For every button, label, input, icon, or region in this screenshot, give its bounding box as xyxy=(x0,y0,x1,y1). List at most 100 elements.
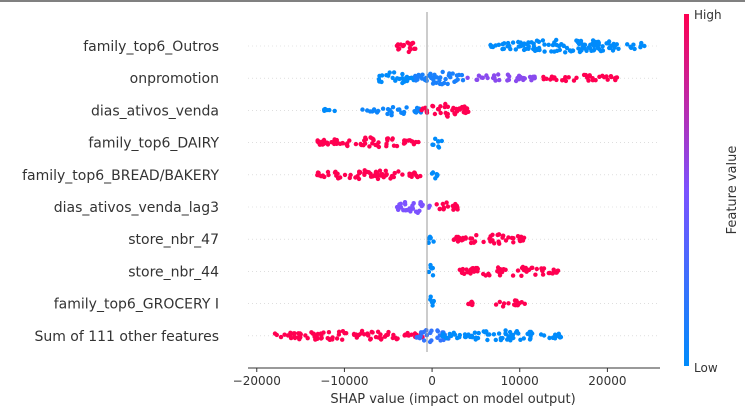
shap-point xyxy=(395,42,401,47)
shap-point xyxy=(505,72,511,77)
shap-point xyxy=(526,46,531,51)
shap-point xyxy=(488,234,493,239)
shap-point xyxy=(563,50,568,55)
shap-point xyxy=(610,48,616,53)
colorbar-title: Feature value xyxy=(725,146,740,235)
shap-point xyxy=(303,333,308,338)
shap-point xyxy=(456,234,461,240)
shap-point xyxy=(375,329,381,334)
shap-point xyxy=(516,39,521,45)
shap-point xyxy=(500,304,506,309)
shap-point xyxy=(561,43,566,49)
shap-point xyxy=(426,236,431,241)
shap-point xyxy=(537,47,542,53)
shap-point xyxy=(518,337,523,342)
shap-point xyxy=(416,139,421,145)
shap-point xyxy=(497,299,502,305)
shap-point xyxy=(404,105,409,110)
shap-point xyxy=(550,335,556,340)
shap-point xyxy=(606,41,611,46)
shap-point xyxy=(472,239,478,244)
shap-point xyxy=(475,77,480,83)
shap-point xyxy=(470,302,475,308)
shap-point xyxy=(278,334,284,340)
shap-point xyxy=(519,273,524,278)
shap-point xyxy=(288,335,294,341)
shap-point xyxy=(503,238,509,243)
shap-point xyxy=(546,42,551,47)
shap-point xyxy=(402,333,407,338)
shap-point xyxy=(342,172,348,178)
shap-point xyxy=(552,75,557,80)
colorbar-low-label: Low xyxy=(694,361,718,375)
shap-point xyxy=(376,108,381,114)
shap-point xyxy=(429,75,434,81)
shap-point xyxy=(390,136,395,141)
shap-point xyxy=(430,265,435,271)
shap-point xyxy=(463,236,468,241)
shap-point xyxy=(410,40,416,46)
shap-point xyxy=(490,44,496,50)
shap-point xyxy=(348,172,353,178)
shap-point xyxy=(483,273,488,278)
shap-point xyxy=(476,330,481,336)
shap-point xyxy=(362,168,367,173)
shap-point xyxy=(410,139,415,144)
shap-point xyxy=(440,69,445,75)
shap-point xyxy=(419,76,425,81)
shap-point xyxy=(421,338,427,343)
shap-point xyxy=(282,332,287,337)
shap-point xyxy=(600,48,606,53)
shap-point xyxy=(479,75,484,80)
shap-point xyxy=(438,338,443,343)
shap-point xyxy=(574,75,579,81)
shap-point xyxy=(292,334,297,340)
shap-point xyxy=(320,173,325,178)
shap-point xyxy=(375,176,381,182)
shap-point xyxy=(503,331,508,336)
feature-label: store_nbr_44 xyxy=(128,264,219,280)
shap-point xyxy=(631,42,636,47)
shap-point xyxy=(332,108,337,114)
shap-point xyxy=(389,113,394,118)
shap-point xyxy=(461,110,466,115)
shap-point xyxy=(445,204,451,209)
shap-point xyxy=(638,45,643,50)
shap-point xyxy=(441,206,446,211)
shap-point xyxy=(400,172,405,177)
shap-point xyxy=(272,331,278,336)
x-tick-label: −20000 xyxy=(233,374,281,388)
shap-point xyxy=(373,142,378,148)
shap-point xyxy=(457,107,463,112)
shap-point xyxy=(510,40,516,45)
shap-point xyxy=(438,104,443,109)
shap-point xyxy=(493,337,498,343)
shap-point xyxy=(551,267,556,272)
shap-point xyxy=(597,74,602,80)
shap-point xyxy=(418,200,424,205)
shap-point xyxy=(491,332,497,337)
shap-point xyxy=(429,171,435,176)
x-axis-ticks: −20000 −10000 0 10000 20000 xyxy=(233,368,626,388)
shap-point xyxy=(426,240,431,245)
shap-point xyxy=(521,47,527,53)
shap-point xyxy=(389,173,395,179)
shap-point xyxy=(464,267,469,272)
shap-point xyxy=(557,47,562,53)
shap-point xyxy=(353,332,359,337)
shap-point xyxy=(385,136,391,141)
shap-point xyxy=(444,336,450,341)
shap-point xyxy=(455,239,461,244)
shap-point xyxy=(591,48,596,53)
feature-label: Sum of 111 other features xyxy=(34,329,219,345)
shap-point xyxy=(434,202,439,207)
shap-point xyxy=(381,175,386,180)
shap-point xyxy=(632,46,637,52)
shap-point xyxy=(453,201,458,207)
shap-point xyxy=(566,75,571,80)
x-tick-label: −10000 xyxy=(320,374,368,388)
shap-point xyxy=(397,202,402,207)
shap-point xyxy=(496,239,501,244)
shap-point xyxy=(380,106,386,111)
shap-point xyxy=(297,331,303,336)
